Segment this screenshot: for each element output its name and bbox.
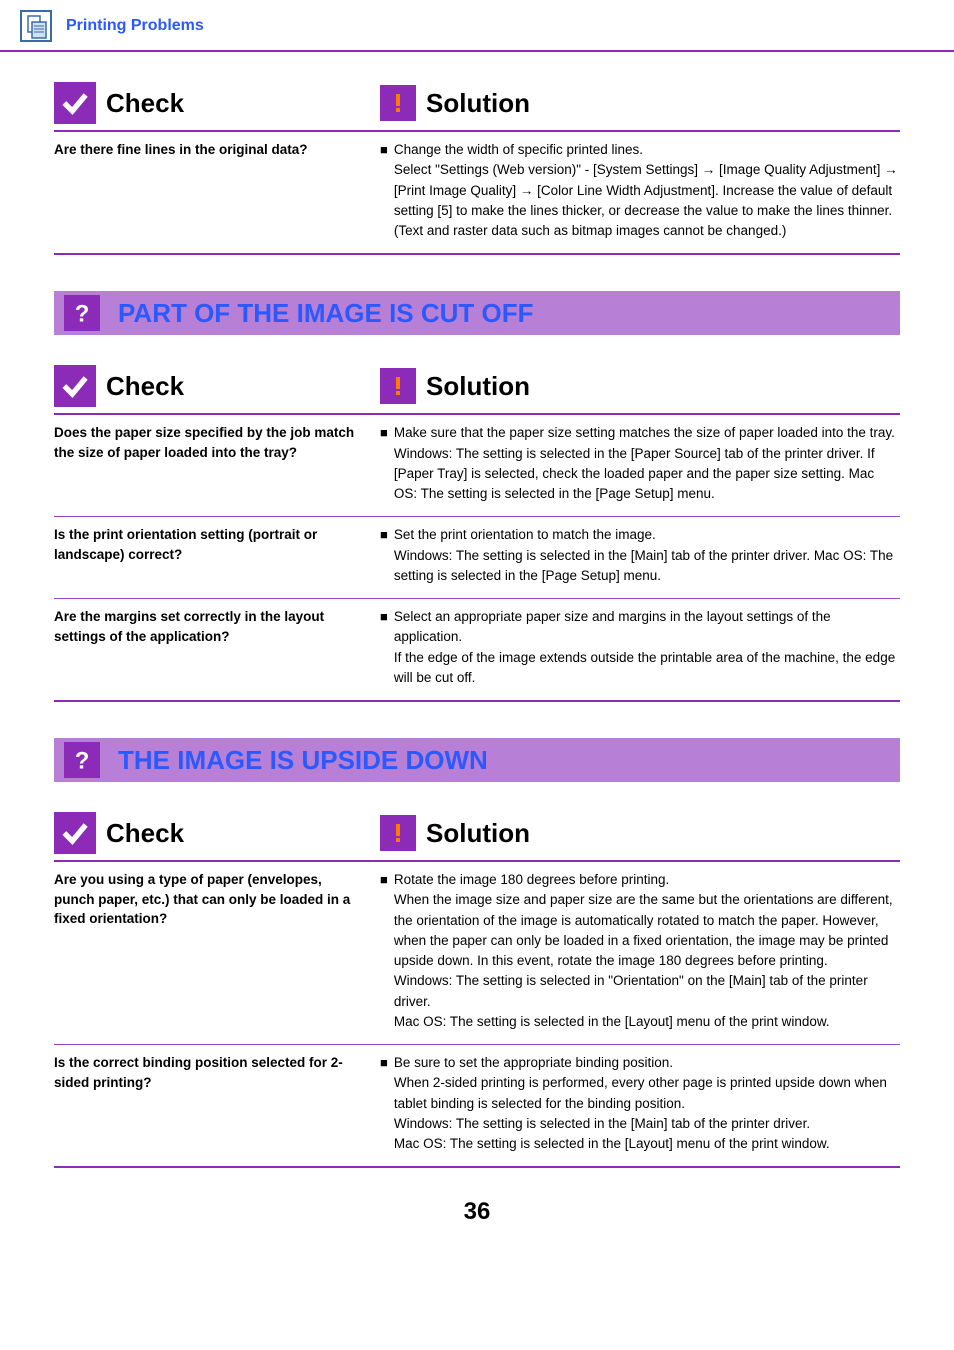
check-icon: [54, 82, 96, 124]
question-icon: ?: [64, 295, 100, 331]
solution-text: ■Rotate the image 180 degrees before pri…: [380, 870, 900, 1034]
bullet-icon: ■: [380, 607, 388, 688]
check-text: Does the paper size specified by the job…: [54, 423, 380, 506]
svg-text:?: ?: [75, 301, 90, 326]
page-header: Printing Problems: [0, 0, 954, 52]
check-text: Is the correct binding position selected…: [54, 1053, 380, 1156]
bullet-icon: ■: [380, 423, 388, 504]
solution-text: ■Set the print orientation to match the …: [380, 525, 900, 588]
svg-text:?: ?: [75, 748, 90, 773]
check-solution-table: Are you using a type of paper (envelopes…: [54, 860, 900, 1168]
check-text: Are you using a type of paper (envelopes…: [54, 870, 380, 1034]
check-solution-header: Check Solution: [54, 365, 900, 407]
check-label: Check: [106, 818, 184, 849]
solution-text: ■Be sure to set the appropriate binding …: [380, 1053, 900, 1156]
check-solution-table: Are there fine lines in the original dat…: [54, 130, 900, 255]
bullet-icon: ■: [380, 140, 388, 241]
question-icon: ?: [64, 742, 100, 778]
solution-text: ■Select an appropriate paper size and ma…: [380, 607, 900, 690]
table-row: Does the paper size specified by the job…: [54, 415, 900, 517]
problem-title[interactable]: PART OF THE IMAGE IS CUT OFF: [118, 298, 534, 329]
problem-title[interactable]: THE IMAGE IS UPSIDE DOWN: [118, 745, 488, 776]
check-solution-table: Does the paper size specified by the job…: [54, 413, 900, 702]
check-text: Are there fine lines in the original dat…: [54, 140, 380, 243]
page-title[interactable]: Printing Problems: [66, 17, 204, 35]
table-row: Are the margins set correctly in the lay…: [54, 599, 900, 702]
check-icon: [54, 812, 96, 854]
bullet-icon: ■: [380, 1053, 388, 1154]
solution-text: ■Change the width of specific printed li…: [380, 140, 900, 243]
table-row: Are there fine lines in the original dat…: [54, 132, 900, 255]
problem-banner: ? PART OF THE IMAGE IS CUT OFF: [54, 291, 900, 335]
solution-label: Solution: [426, 818, 530, 849]
solution-label: Solution: [426, 88, 530, 119]
problem-banner: ? THE IMAGE IS UPSIDE DOWN: [54, 738, 900, 782]
check-text: Are the margins set correctly in the lay…: [54, 607, 380, 690]
check-solution-header: Check Solution: [54, 82, 900, 124]
bullet-icon: ■: [380, 525, 388, 586]
table-row: Are you using a type of paper (envelopes…: [54, 862, 900, 1045]
check-label: Check: [106, 371, 184, 402]
check-solution-header: Check Solution: [54, 812, 900, 854]
table-row: Is the correct binding position selected…: [54, 1045, 900, 1168]
page-number: 36: [54, 1198, 900, 1226]
check-label: Check: [106, 88, 184, 119]
table-row: Is the print orientation setting (portra…: [54, 517, 900, 599]
check-text: Is the print orientation setting (portra…: [54, 525, 380, 588]
exclaim-icon: [380, 85, 416, 121]
exclaim-icon: [380, 815, 416, 851]
solution-text: ■Make sure that the paper size setting m…: [380, 423, 900, 506]
exclaim-icon: [380, 368, 416, 404]
check-icon: [54, 365, 96, 407]
printer-icon: [20, 10, 52, 42]
solution-label: Solution: [426, 371, 530, 402]
bullet-icon: ■: [380, 870, 388, 1032]
